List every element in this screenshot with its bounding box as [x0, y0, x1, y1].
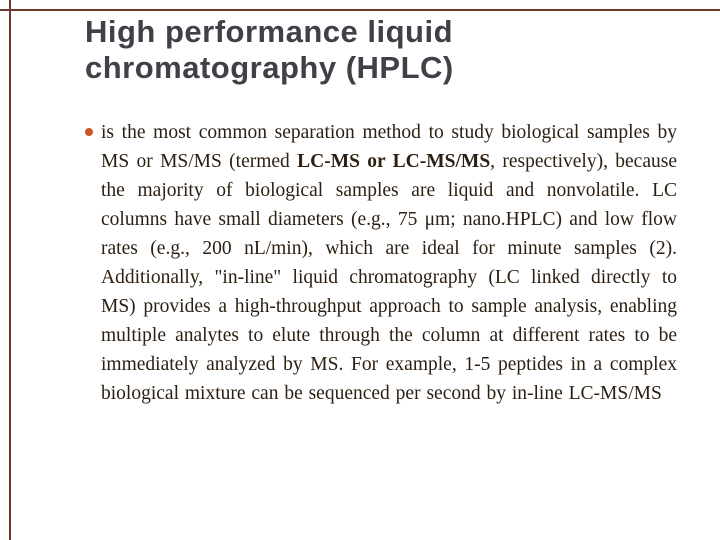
- body-paragraph: is the most common separation method to …: [101, 118, 677, 408]
- body-text-segment-1: is the most common separation method to …: [101, 122, 677, 172]
- slide-border-top: [0, 9, 720, 11]
- body-text-segment-bold: LC-MS or LC-MS/MS: [297, 151, 491, 172]
- slide-border-left: [9, 0, 11, 540]
- slide-title: High performance liquid chromatography (…: [85, 14, 685, 87]
- bullet-list-item: is the most common separation method to …: [85, 118, 677, 408]
- bullet-icon: [85, 128, 93, 136]
- slide-title-line-2: chromatography (HPLC): [85, 50, 454, 86]
- body-text-segment-3: , respectively), because the majority of…: [101, 151, 677, 404]
- slide-title-line-1: High performance liquid: [85, 14, 454, 49]
